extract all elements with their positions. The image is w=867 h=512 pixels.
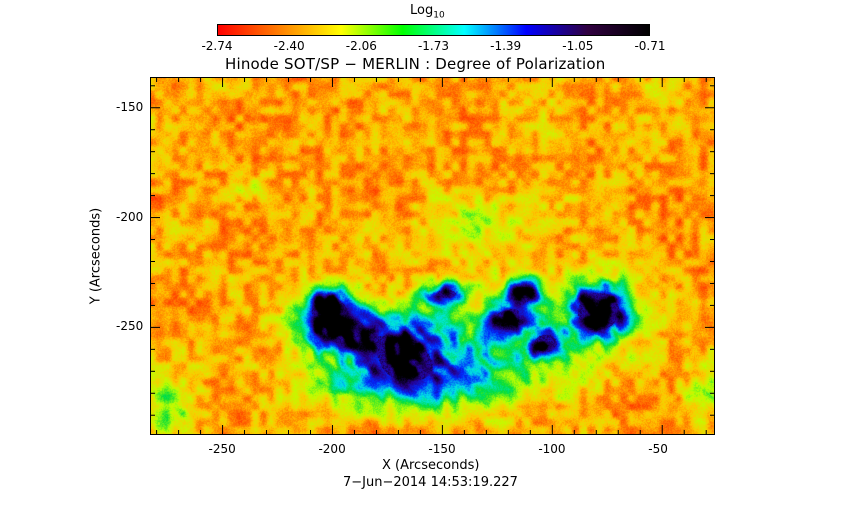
x-tick-label: -50	[648, 442, 668, 456]
x-tick-label: -150	[428, 442, 456, 456]
y-tick-label: -150	[116, 99, 144, 114]
y-axis-label: Y (Arcseconds)	[88, 207, 104, 305]
observation-timestamp: 7−Jun−2014 14:53:19.227	[343, 475, 518, 490]
x-axis-label: X (Arcseconds)	[382, 458, 480, 473]
colorbar	[217, 24, 650, 36]
x-tick-label: -100	[538, 442, 566, 456]
colorbar-tick-label: -1.05	[562, 39, 594, 53]
colorbar-tick-label: -1.73	[417, 39, 450, 53]
colorbar-title: Log10	[410, 3, 445, 21]
colorbar-tick-label: -2.06	[345, 39, 377, 53]
colorbar-tick-label: -1.39	[490, 39, 522, 53]
x-tick-label: -200	[318, 442, 346, 456]
polarization-map	[150, 77, 715, 435]
colorbar-tick-label: -2.74	[201, 39, 233, 53]
colorbar-tick-label: -0.71	[634, 39, 666, 53]
colorbar-tick-label: -2.40	[273, 39, 305, 53]
y-tick-label: -250	[116, 319, 144, 334]
polarization-map-canvas	[151, 78, 714, 434]
plot-title: Hinode SOT/SP − MERLIN : Degree of Polar…	[225, 55, 606, 73]
y-tick-label: -200	[116, 209, 144, 224]
x-tick-label: -250	[208, 442, 236, 456]
